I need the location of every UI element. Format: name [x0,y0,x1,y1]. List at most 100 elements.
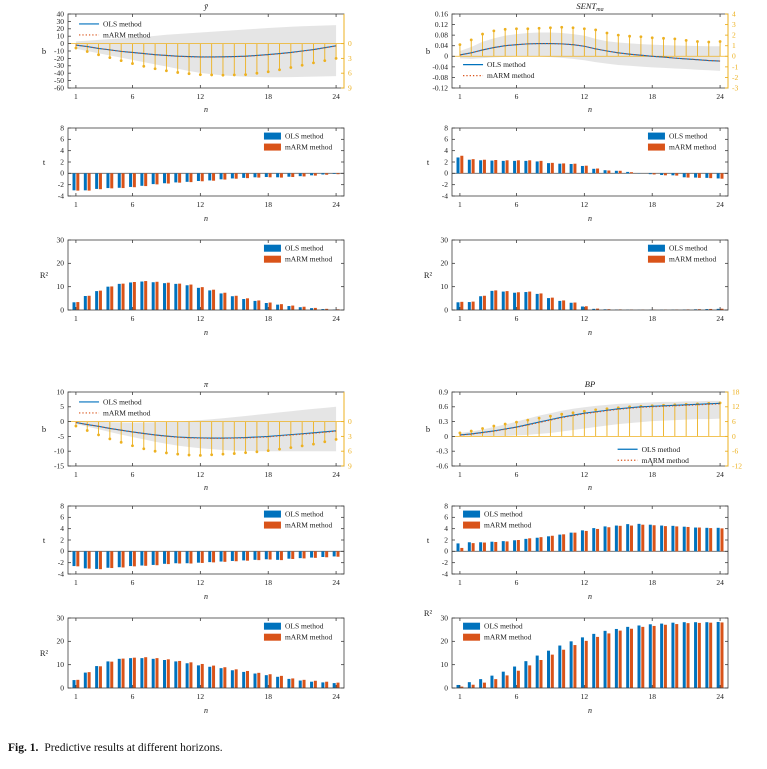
svg-text:6: 6 [131,578,135,587]
svg-text:8: 8 [444,501,448,510]
svg-text:-10: -10 [54,447,64,456]
svg-text:24: 24 [332,92,340,101]
svg-text:6: 6 [348,447,352,456]
svg-text:12: 12 [581,578,589,587]
svg-text:n: n [588,105,592,114]
svg-text:4: 4 [60,146,64,155]
svg-text:-30: -30 [54,61,64,70]
svg-text:OLS method: OLS method [484,510,523,519]
svg-text:10: 10 [57,32,65,41]
svg-text:-4: -4 [442,569,448,578]
svg-text:12: 12 [197,692,205,701]
svg-text:6: 6 [515,692,519,701]
svg-text:-20: -20 [54,54,64,63]
svg-text:2: 2 [60,157,64,166]
svg-text:12: 12 [581,470,589,479]
svg-text:24: 24 [332,692,340,701]
svg-text:0: 0 [60,417,64,426]
svg-text:18: 18 [264,578,272,587]
svg-text:5: 5 [60,402,64,411]
svg-text:-0.08: -0.08 [432,73,448,82]
svg-text:OLS method: OLS method [103,19,142,28]
svg-text:-2: -2 [58,180,64,189]
svg-text:0.16: 0.16 [435,9,448,18]
svg-text:-1: -1 [732,62,738,71]
svg-text:OLS method: OLS method [103,397,142,406]
svg-text:3: 3 [348,54,352,63]
svg-text:4: 4 [444,524,448,533]
svg-text:mARM method: mARM method [484,633,532,642]
svg-text:4: 4 [732,9,736,18]
svg-text:3: 3 [732,20,736,29]
svg-text:12: 12 [197,470,205,479]
svg-text:0: 0 [60,305,64,314]
svg-text:18: 18 [648,578,656,587]
svg-text:18: 18 [264,200,272,209]
svg-text:mARM method: mARM method [642,456,690,465]
svg-text:n: n [588,214,592,223]
svg-text:mARM method: mARM method [285,521,333,530]
svg-text:9: 9 [348,83,352,92]
svg-text:R²: R² [424,270,433,280]
svg-text:-2: -2 [442,558,448,567]
svg-text:24: 24 [716,200,724,209]
svg-text:20: 20 [441,259,449,268]
svg-text:24: 24 [716,578,724,587]
svg-text:mARM method: mARM method [484,521,532,530]
svg-text:18: 18 [264,470,272,479]
svg-text:-4: -4 [442,191,448,200]
svg-text:12: 12 [581,314,589,323]
svg-text:-6: -6 [732,447,738,456]
svg-text:0.12: 0.12 [435,20,448,29]
svg-text:-12: -12 [732,461,742,470]
svg-text:2: 2 [444,157,448,166]
svg-text:-10: -10 [54,46,64,55]
svg-text:24: 24 [332,200,340,209]
svg-text:OLS method: OLS method [642,445,681,454]
svg-text:BP: BP [585,379,595,389]
svg-text:-2: -2 [58,558,64,567]
svg-text:OLS method: OLS method [669,244,708,253]
svg-text:0: 0 [732,432,736,441]
svg-text:0: 0 [60,683,64,692]
svg-text:12: 12 [732,402,740,411]
svg-text:18: 18 [648,200,656,209]
svg-text:1: 1 [74,470,78,479]
svg-text:20: 20 [57,637,65,646]
svg-text:mARM method: mARM method [669,143,717,152]
svg-text:mARM method: mARM method [285,255,333,264]
chart-pi-t: 1 6 12 18 24 n 8 6 4 2 0 -2 -4 t OLS method mARM method [0,498,383,606]
svg-text:1: 1 [732,41,736,50]
svg-text:1: 1 [458,200,462,209]
svg-text:20: 20 [57,24,65,33]
svg-text:10: 10 [57,387,65,396]
svg-text:1: 1 [458,578,462,587]
svg-text:0.3: 0.3 [439,417,449,426]
svg-text:0: 0 [444,547,448,556]
chart-svg-pi-t: 1 6 12 18 24 n 8 6 4 2 0 -2 -4 t OLS method mARM method [43,501,345,601]
figure-caption: Fig. 1. Predictive results at different h… [8,742,223,754]
svg-text:1: 1 [74,92,78,101]
svg-text:0: 0 [348,39,352,48]
svg-text:-2: -2 [732,73,738,82]
svg-text:b: b [426,424,430,434]
svg-text:4: 4 [60,524,64,533]
svg-text:SENTma: SENTma [576,1,603,13]
svg-text:R²: R² [40,648,49,658]
svg-text:6: 6 [60,135,64,144]
svg-text:0.6: 0.6 [439,402,449,411]
chart-svg-ybar-r2: 1 6 12 18 24 n 30 20 10 0 R² OLS method mARM method [40,235,345,337]
svg-text:18: 18 [648,314,656,323]
svg-text:0.08: 0.08 [435,31,448,40]
svg-text:0: 0 [444,52,448,61]
svg-text:t: t [427,157,430,167]
svg-text:30: 30 [441,613,449,622]
svg-text:9: 9 [348,461,352,470]
chart-svg-ybar-t: 1 6 12 18 24 n 8 6 4 2 0 -2 -4 t OLS method mARM method [43,123,345,223]
svg-text:12: 12 [197,578,205,587]
svg-text:6: 6 [444,135,448,144]
svg-text:π: π [204,379,209,389]
svg-text:1: 1 [458,92,462,101]
svg-text:18: 18 [264,692,272,701]
chart-bp-b: 1 6 12 18 24 n 0.9 0.6 0.3 0 -0.3 -0.6 18 12 6 0 -6 -12 b B… [384,378,767,497]
